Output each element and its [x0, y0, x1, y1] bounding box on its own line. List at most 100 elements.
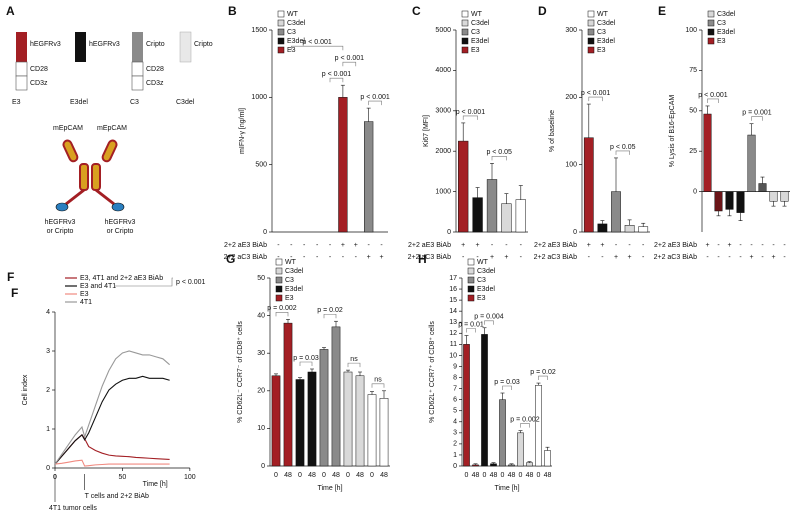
bar [271, 375, 281, 467]
row-sign: + [380, 254, 384, 261]
y-axis-label: % CD62L⁻ CCR7⁻ of CD8⁺ cells [237, 321, 244, 423]
construct-name: E3del [70, 99, 88, 106]
bar [331, 326, 341, 467]
significance-bracket [299, 361, 313, 366]
legend-swatch [467, 267, 475, 275]
row-sign: - [520, 254, 523, 261]
significance-bracket [751, 116, 763, 121]
row-sign: + [490, 254, 494, 261]
antibody-label: mEpCAM [53, 125, 83, 132]
bar [283, 322, 293, 467]
row-label: 2+2 aE3 BiAb [654, 242, 697, 249]
x-tick-label: 0 [501, 472, 505, 479]
significance-label: ns [350, 356, 358, 363]
significance-label: p = 0.02 [530, 369, 556, 376]
legend-swatch [277, 19, 285, 27]
x-tick-label: 0 [519, 472, 523, 479]
y-tick-label: 100 [565, 162, 577, 169]
legend-swatch [461, 46, 469, 54]
y-tick-label: 1500 [251, 27, 267, 34]
legend-label: E3 [597, 47, 606, 54]
y-tick-label: 8 [453, 374, 457, 381]
row-sign: + [461, 242, 465, 249]
domain-block [179, 31, 192, 63]
bar [367, 394, 377, 467]
legend-swatch [467, 285, 475, 293]
bar [364, 121, 374, 233]
y-tick-label: 6 [453, 396, 457, 403]
row-label: 2+2 aC3 BiAb [654, 254, 697, 261]
y-tick-label: 1000 [251, 94, 267, 101]
panel-label: C [412, 4, 421, 18]
legend-label: WT [471, 11, 483, 18]
legend-swatch [587, 10, 595, 18]
legend-swatch [275, 267, 283, 275]
row-sign: - [783, 254, 786, 261]
bar [747, 134, 756, 192]
panel-label: H [418, 252, 427, 266]
antibody-label: or Cripto [47, 228, 74, 235]
x-tick-label: 0 [346, 472, 350, 479]
bar [535, 385, 542, 467]
panel-a: A hEGFRv3 CD28 CD3z E3 hEGFRv3 E3del Cri… [6, 4, 213, 235]
bar [703, 113, 712, 192]
y-tick-label: 50 [689, 108, 697, 115]
y-tick-label: 25 [689, 148, 697, 155]
legend-swatch [461, 10, 469, 18]
y-axis-label: mIFN-γ [ng/ml] [239, 108, 246, 154]
row-sign: - [761, 254, 764, 261]
legend-label: E3 [287, 47, 296, 54]
significance-label: p = 0.004 [474, 314, 503, 321]
legend-swatch [277, 46, 285, 54]
legend-label: C3del [717, 11, 736, 18]
x-tick-label: 48 [490, 472, 498, 479]
significance-bracket [502, 385, 512, 391]
row-sign: + [705, 242, 709, 249]
x-axis-label: Time [h] [143, 481, 168, 488]
legend-label: E3 [285, 295, 294, 302]
legend-swatch [707, 37, 715, 45]
y-axis-label: Ki67 [MFI] [423, 115, 430, 147]
y-tick-label: 100 [685, 27, 697, 34]
y-tick-label: 3 [46, 348, 50, 355]
row-sign: - [277, 242, 280, 249]
row-sign: - [615, 242, 618, 249]
significance-label: p < 0.001 [360, 94, 389, 101]
annotation: 4T1 tumor cells [49, 505, 97, 512]
legend-label: C3 [285, 277, 294, 284]
legend-swatch [707, 28, 715, 36]
row-sign: + [771, 254, 775, 261]
row-label: 2+2 aC3 BiAb [224, 254, 267, 261]
domain-label: hEGFRv3 [89, 41, 120, 48]
row-sign: - [739, 254, 742, 261]
significance-label: p < 0.001 [176, 279, 205, 286]
row-sign: - [329, 242, 332, 249]
y-axis-label: % CD62L⁺ CCR7⁺ of CD8⁺ cells [429, 321, 436, 423]
bar [526, 462, 533, 467]
legend-swatch [277, 37, 285, 45]
significance-bracket [368, 100, 382, 106]
row-sign: - [277, 254, 280, 261]
legend-swatch [587, 19, 595, 27]
y-tick-label: 1 [453, 452, 457, 459]
y-tick-label: 5 [453, 408, 457, 415]
bar [780, 191, 789, 202]
row-sign: - [706, 254, 709, 261]
bar [638, 226, 649, 233]
row-label: 2+2 aE3 BiAb [408, 242, 451, 249]
row-sign: - [303, 254, 306, 261]
y-tick-label: 12 [449, 330, 457, 337]
significance-bracket [462, 115, 478, 120]
series-line [54, 375, 170, 465]
bar [338, 97, 348, 233]
y-tick-label: 0 [263, 229, 267, 236]
domain-block [132, 32, 143, 62]
row-sign: - [462, 254, 465, 261]
row-sign: - [316, 242, 319, 249]
antibody-label: or Cripto [107, 228, 134, 235]
row-sign: - [303, 242, 306, 249]
antibody-label: mEpCAM [97, 125, 127, 132]
significance-bracket [707, 98, 719, 103]
y-tick-label: 3 [453, 430, 457, 437]
y-tick-label: 4 [46, 309, 50, 316]
